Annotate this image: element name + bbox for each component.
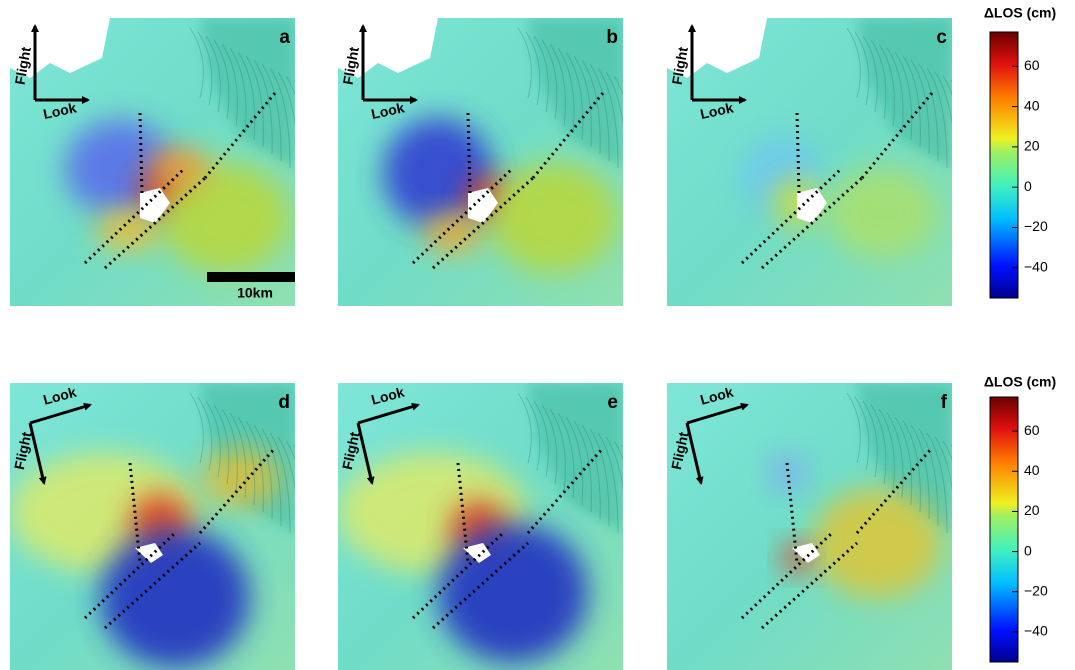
deformation-blob [100,528,250,668]
terrain-line [951,445,974,554]
colorbar-tick-label: 0 [1024,542,1032,558]
colorbar-tick-label: −40 [1024,623,1048,639]
terrain-line [294,445,317,554]
map-panel: aFlightLook10km [10,18,317,306]
colorbar-tick-label: 40 [1024,462,1040,478]
terrain-line [951,80,974,189]
terrain-line [622,80,645,189]
deformation-blob [769,455,805,491]
map-panel: bFlightLook [338,18,645,306]
colorbar-tick-label: −20 [1024,582,1048,598]
panel-label: b [606,27,618,48]
colorbar-title: ΔLOS (cm) [984,5,1056,21]
colorbar: ΔLOS (cm) 60 40 20 0 −20 −40 [984,5,1056,298]
panel-label: f [941,392,948,413]
scale-bar [207,272,303,282]
deformation-blob [812,488,942,598]
colorbar-ramp [990,32,1018,298]
colorbar-title: ΔLOS (cm) [984,374,1056,390]
deformation-blob [438,523,588,663]
panel-label: d [278,392,290,413]
figure: aFlightLook10kmbFlightLookcFlightLook dLo… [0,0,1075,670]
colorbar-tick-label: 20 [1024,502,1040,518]
panel-label: c [936,27,947,48]
deformation-blob [200,448,280,508]
colorbar-tick-label: −40 [1024,258,1048,274]
colorbar-tick-label: 60 [1024,422,1040,438]
deformation-blob [150,148,210,188]
deformation-blob [827,168,937,258]
panel-label: a [279,27,290,48]
colorbar: ΔLOS (cm) 60 40 20 0 −20 −40 [984,374,1056,662]
colorbar-tick-label: 0 [1024,178,1032,194]
terrain-line [622,445,645,554]
scale-bar-label: 10km [237,285,273,301]
deformation-blob [488,163,618,273]
colorbar-tick-label: 60 [1024,57,1040,73]
terrain-line [294,80,317,189]
colorbar-tick-label: 20 [1024,138,1040,154]
map-panel: cFlightLook [667,18,974,306]
panel-label: e [607,392,618,413]
colorbar-tick-label: 40 [1024,97,1040,113]
colorbar-tick-label: −20 [1024,218,1048,234]
colorbar-ramp [990,397,1018,662]
